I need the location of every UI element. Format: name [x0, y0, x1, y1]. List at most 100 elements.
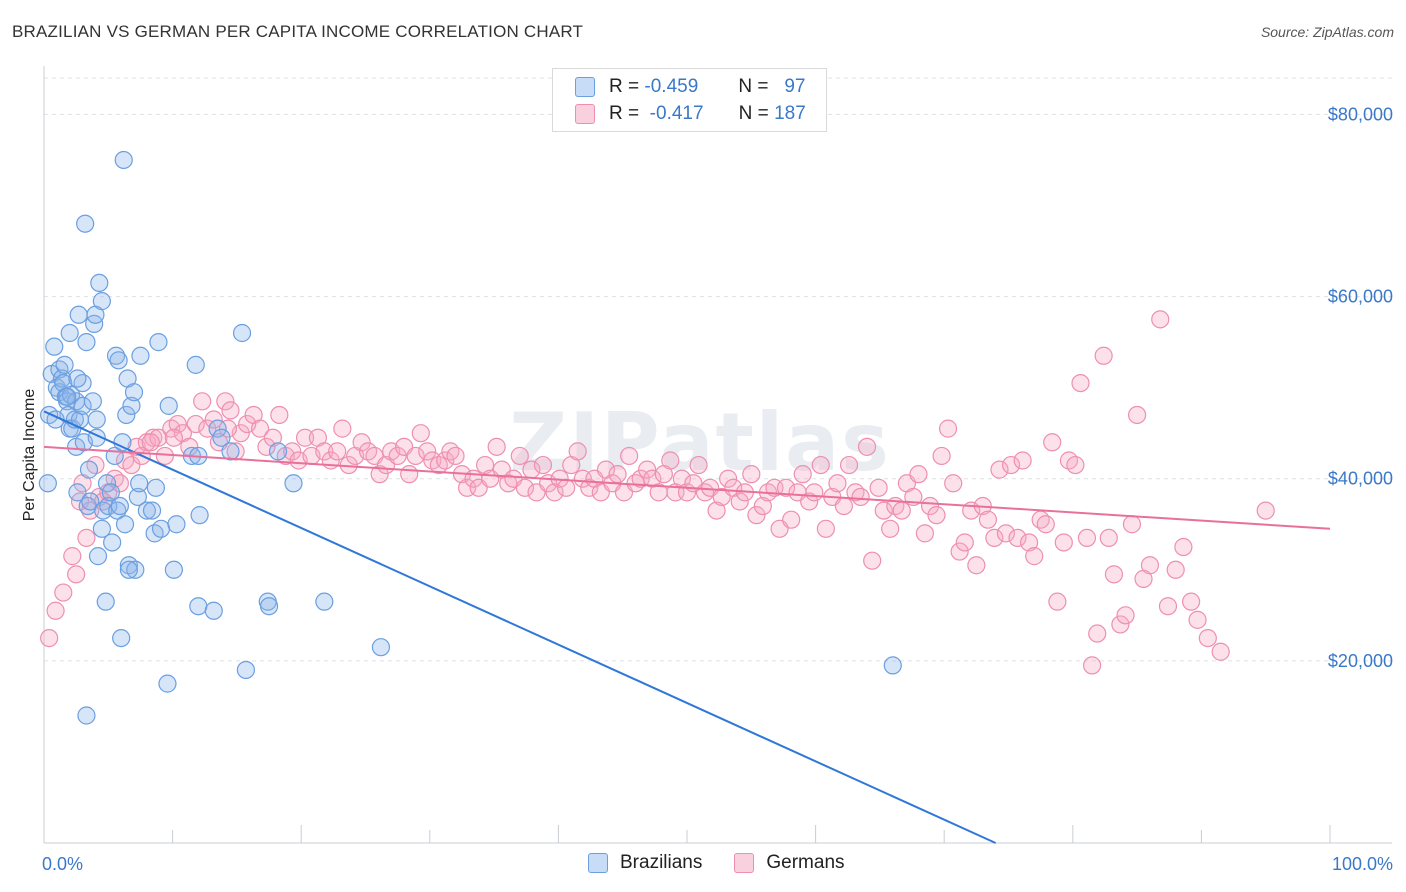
brazilians-point: [73, 396, 92, 415]
brazilians-point: [92, 519, 111, 538]
germans-point: [805, 483, 824, 502]
germans-point: [1122, 515, 1142, 534]
germans-point: [475, 455, 495, 475]
germans-point: [915, 524, 935, 543]
axes: [43, 66, 1392, 844]
brazilians-point: [167, 515, 186, 534]
germans-point: [1071, 373, 1090, 393]
germans-point: [1094, 346, 1113, 365]
brazilians-point: [45, 337, 64, 356]
germans-point: [608, 465, 627, 484]
germans-point: [204, 410, 223, 429]
germans-point: [955, 533, 974, 552]
germans-point: [446, 446, 465, 466]
germans-point: [927, 506, 946, 525]
germans-point: [816, 519, 835, 538]
legend-n-label: N =: [738, 76, 769, 97]
brazilians-point: [113, 433, 132, 452]
germans-point: [689, 455, 708, 475]
germans-point: [707, 501, 726, 520]
brazilians-point: [130, 474, 149, 493]
germans-point: [1054, 533, 1073, 552]
legend-item-germans: Germans: [734, 852, 845, 874]
germans-point: [67, 565, 86, 584]
germans-point: [295, 428, 315, 447]
brazilians-point: [103, 533, 122, 552]
brazilians-point: [122, 396, 141, 415]
germans-point: [1256, 501, 1275, 520]
germans-point: [1066, 455, 1085, 475]
legend-r-label: R =: [609, 76, 640, 97]
brazilians-points: [38, 150, 902, 725]
germans-point: [216, 392, 235, 411]
germans-point: [1174, 537, 1193, 557]
germans-point: [950, 542, 969, 561]
brazilians-point: [268, 442, 288, 461]
brazilians-point: [137, 501, 156, 520]
germans-point: [753, 496, 772, 516]
legend-swatch-brazilians: [588, 853, 608, 873]
germans-point: [776, 478, 796, 497]
brazilians-point: [126, 560, 145, 579]
brazilians-point: [119, 560, 138, 579]
x-tick-label-min: 0.0%: [42, 854, 83, 874]
germans-point: [370, 465, 389, 484]
germans-point: [141, 433, 160, 452]
germans-point: [1151, 310, 1170, 329]
brazilians-point: [110, 496, 129, 516]
brazilians-point: [142, 501, 162, 520]
germans-point: [1198, 628, 1217, 648]
germans-point: [1111, 615, 1130, 634]
germans-point: [857, 437, 877, 456]
germans-point: [938, 419, 958, 438]
germans-point: [730, 492, 749, 511]
legend-n-value: 187: [774, 103, 806, 124]
brazilians-point: [101, 483, 120, 502]
germans-point: [638, 460, 657, 479]
legend-row-germans: R = -0.417 N = 187: [575, 101, 806, 127]
brazilians-point: [115, 515, 135, 534]
germans-point: [545, 483, 564, 502]
brazilians-point: [164, 560, 183, 579]
germans-point: [851, 487, 870, 507]
germans-point: [1025, 547, 1044, 566]
germans-point: [54, 583, 73, 602]
germans-point: [811, 455, 830, 475]
germans-point: [406, 446, 425, 466]
germans-point: [257, 437, 276, 456]
brazilians-point: [87, 410, 106, 429]
germans-point: [909, 465, 928, 484]
y-tick-label: $60,000: [1328, 287, 1393, 307]
germans-point: [436, 451, 455, 470]
germans-point: [193, 392, 212, 411]
legend-item-brazilians: Brazilians: [588, 852, 702, 874]
brazilians-point: [284, 474, 303, 493]
germans-point: [328, 442, 347, 461]
germans-point: [1099, 528, 1118, 548]
legend-n-label: N =: [738, 103, 769, 124]
germans-point: [533, 455, 553, 475]
brazilians-trend-line: [43, 410, 997, 844]
germans-point: [40, 628, 59, 648]
germans-point: [1116, 606, 1135, 625]
germans-point: [218, 419, 237, 438]
y-tick-labels: $20,000 $40,000 $60,000 $80,000: [1328, 104, 1393, 670]
germans-point: [411, 424, 430, 443]
germans-point: [1048, 592, 1067, 611]
germans-point: [996, 524, 1016, 543]
y-tick-label: $20,000: [1328, 651, 1393, 671]
brazilians-point: [114, 150, 133, 170]
germans-point: [978, 510, 998, 529]
grid-lines: [44, 77, 1392, 662]
brazilians-point: [83, 392, 102, 411]
brazilians-point: [109, 351, 128, 370]
germans-point: [580, 478, 599, 497]
germans-point: [742, 465, 761, 484]
germans-point: [388, 446, 407, 466]
brazilians-point: [38, 474, 57, 493]
legend-swatch-blue: [575, 77, 595, 97]
germans-points: [40, 310, 1275, 675]
germans-point: [557, 478, 576, 497]
germans-point: [1104, 565, 1124, 584]
